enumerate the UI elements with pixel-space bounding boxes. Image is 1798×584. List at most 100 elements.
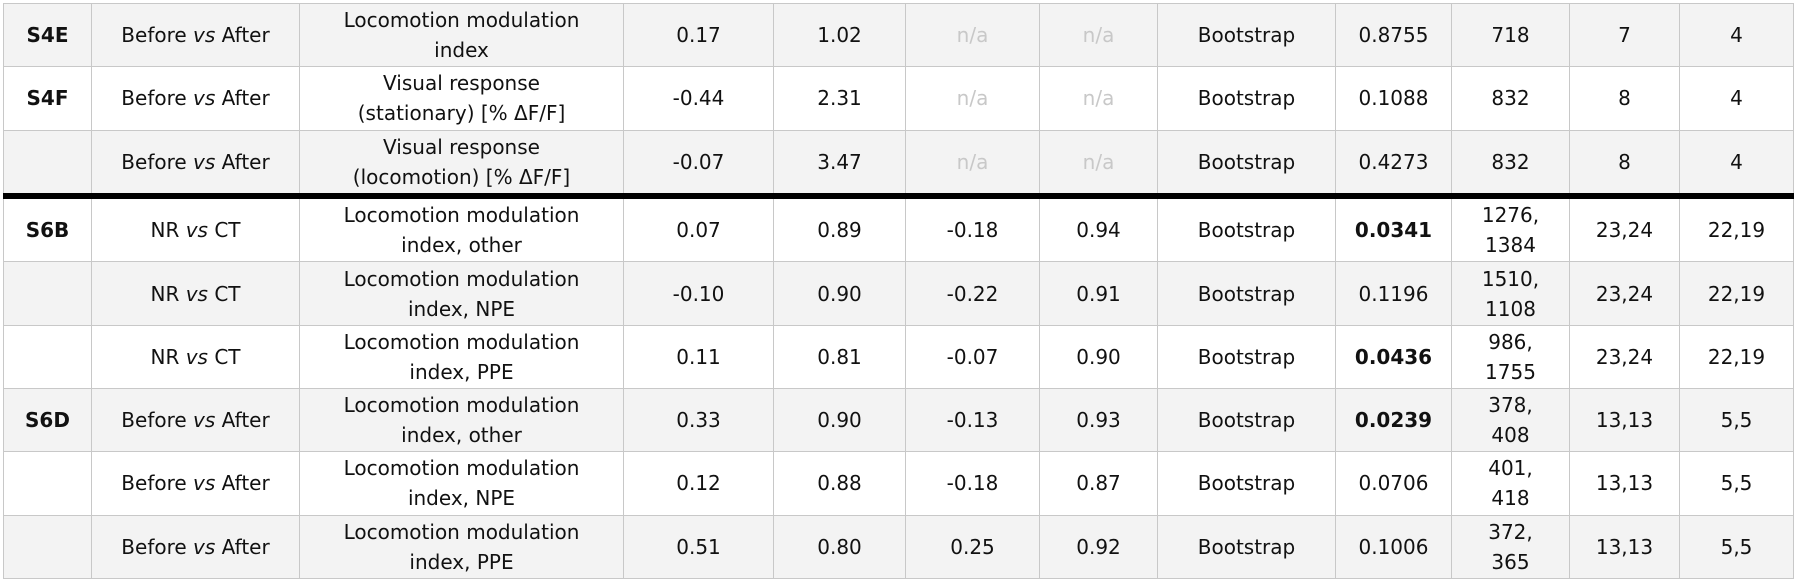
n-cell: 832 xyxy=(1451,66,1570,131)
measure-line-1: Locomotion modulation xyxy=(343,456,580,481)
measure-cell: Locomotion modulation index, other xyxy=(299,193,624,263)
value-cell-1: 0.33 xyxy=(623,387,774,453)
comparison-a: Before xyxy=(121,408,187,433)
measure-cell: Visual response (locomotion) [% ΔF/F] xyxy=(299,129,624,197)
comparison-b: CT xyxy=(214,218,241,243)
comparison-a: Before xyxy=(121,471,187,496)
vs-text: vs xyxy=(185,218,208,243)
value-cell-3: -0.18 xyxy=(905,193,1040,263)
measure-line-2: index, other xyxy=(401,233,522,258)
n-line-1: 1510, xyxy=(1481,266,1540,291)
comparison-cell: NR vs CT xyxy=(91,193,300,263)
n-line-1: 378, xyxy=(1488,393,1533,418)
n-line-2: 1384 xyxy=(1485,233,1536,258)
n-cell: 372, 365 xyxy=(1451,514,1570,580)
value-cell-2: 0.90 xyxy=(773,261,906,326)
value-cell-1: -0.07 xyxy=(623,129,774,197)
value-cell-2: 0.90 xyxy=(773,387,906,453)
value-cell-1: -0.10 xyxy=(623,261,774,326)
comparison-b: After xyxy=(221,23,270,48)
test-cell: Bootstrap xyxy=(1157,451,1336,516)
measure-line-1: Locomotion modulation xyxy=(343,8,580,33)
n-cell: 718 xyxy=(1451,2,1570,68)
stats-table: S4E Before vs After Locomotion modulatio… xyxy=(3,2,1794,580)
n-cell: 1510, 1108 xyxy=(1451,261,1570,326)
p-value-cell: 0.1088 xyxy=(1335,66,1452,131)
value-cell-2: 3.47 xyxy=(773,129,906,197)
test-cell: Bootstrap xyxy=(1157,193,1336,263)
vs-text: vs xyxy=(193,86,216,111)
comparison-b: After xyxy=(221,86,270,111)
value-cell-3: n/a xyxy=(905,2,1040,68)
p-value-cell: 0.1196 xyxy=(1335,261,1452,326)
n-line-2: 365 xyxy=(1491,549,1530,574)
value-cell-1: 0.17 xyxy=(623,2,774,68)
value-cell-2: 2.31 xyxy=(773,66,906,131)
measure-line-2: index, other xyxy=(401,423,522,448)
panel-label xyxy=(3,324,92,390)
comparison-a: NR xyxy=(150,218,180,243)
n-cell: 832 xyxy=(1451,129,1570,197)
comparison-a: Before xyxy=(121,149,187,174)
panel-label xyxy=(3,129,92,197)
n-cell-3: 22,19 xyxy=(1679,261,1794,326)
value-cell-4: 0.91 xyxy=(1039,261,1158,326)
measure-line-1: Visual response xyxy=(383,71,540,96)
comparison-cell: Before vs After xyxy=(91,66,300,131)
table-row: NR vs CT Locomotion modulation index, PPE… xyxy=(3,324,1794,390)
n-cell: 401, 418 xyxy=(1451,451,1570,516)
value-cell-4: n/a xyxy=(1039,129,1158,197)
test-cell: Bootstrap xyxy=(1157,129,1336,197)
vs-text: vs xyxy=(193,23,216,48)
comparison-cell: Before vs After xyxy=(91,129,300,197)
n-line-1: 986, xyxy=(1488,329,1533,354)
p-value-cell: 0.8755 xyxy=(1335,2,1452,68)
vs-text: vs xyxy=(193,534,216,559)
comparison-b: CT xyxy=(214,281,241,306)
value-cell-1: 0.51 xyxy=(623,514,774,580)
p-value-cell: 0.0341 xyxy=(1335,193,1452,263)
n-cell-2: 13,13 xyxy=(1569,387,1680,453)
value-cell-3: 0.25 xyxy=(905,514,1040,580)
comparison-a: NR xyxy=(150,281,180,306)
panel-label: S6D xyxy=(3,387,92,453)
measure-line-2: index, PPE xyxy=(409,359,514,384)
comparison-cell: Before vs After xyxy=(91,387,300,453)
n-line-1: 832 xyxy=(1491,86,1530,111)
vs-text: vs xyxy=(185,344,208,369)
n-line-1: 372, xyxy=(1488,519,1533,544)
comparison-b: After xyxy=(221,408,270,433)
measure-line-2: index xyxy=(434,38,489,63)
n-cell-3: 4 xyxy=(1679,129,1794,197)
p-value-cell: 0.4273 xyxy=(1335,129,1452,197)
value-cell-1: 0.11 xyxy=(623,324,774,390)
n-cell: 1276, 1384 xyxy=(1451,193,1570,263)
value-cell-2: 0.89 xyxy=(773,193,906,263)
comparison-b: After xyxy=(221,534,270,559)
test-cell: Bootstrap xyxy=(1157,261,1336,326)
n-line-1: 401, xyxy=(1488,456,1533,481)
n-cell-3: 5,5 xyxy=(1679,387,1794,453)
n-cell-3: 22,19 xyxy=(1679,193,1794,263)
value-cell-4: 0.92 xyxy=(1039,514,1158,580)
value-cell-4: 0.87 xyxy=(1039,451,1158,516)
test-cell: Bootstrap xyxy=(1157,324,1336,390)
comparison-a: Before xyxy=(121,86,187,111)
value-cell-3: -0.22 xyxy=(905,261,1040,326)
value-cell-4: n/a xyxy=(1039,66,1158,131)
n-cell-3: 5,5 xyxy=(1679,514,1794,580)
comparison-b: After xyxy=(221,149,270,174)
value-cell-2: 1.02 xyxy=(773,2,906,68)
panel-label xyxy=(3,451,92,516)
measure-cell: Locomotion modulation index, other xyxy=(299,387,624,453)
n-cell: 986, 1755 xyxy=(1451,324,1570,390)
value-cell-4: 0.90 xyxy=(1039,324,1158,390)
comparison-a: Before xyxy=(121,534,187,559)
table-row: S6D Before vs After Locomotion modulatio… xyxy=(3,387,1794,453)
n-line-2: 408 xyxy=(1491,423,1530,448)
measure-line-2: index, NPE xyxy=(407,486,516,511)
comparison-cell: NR vs CT xyxy=(91,261,300,326)
value-cell-4: 0.94 xyxy=(1039,193,1158,263)
n-line-2: 418 xyxy=(1491,486,1530,511)
value-cell-3: n/a xyxy=(905,66,1040,131)
